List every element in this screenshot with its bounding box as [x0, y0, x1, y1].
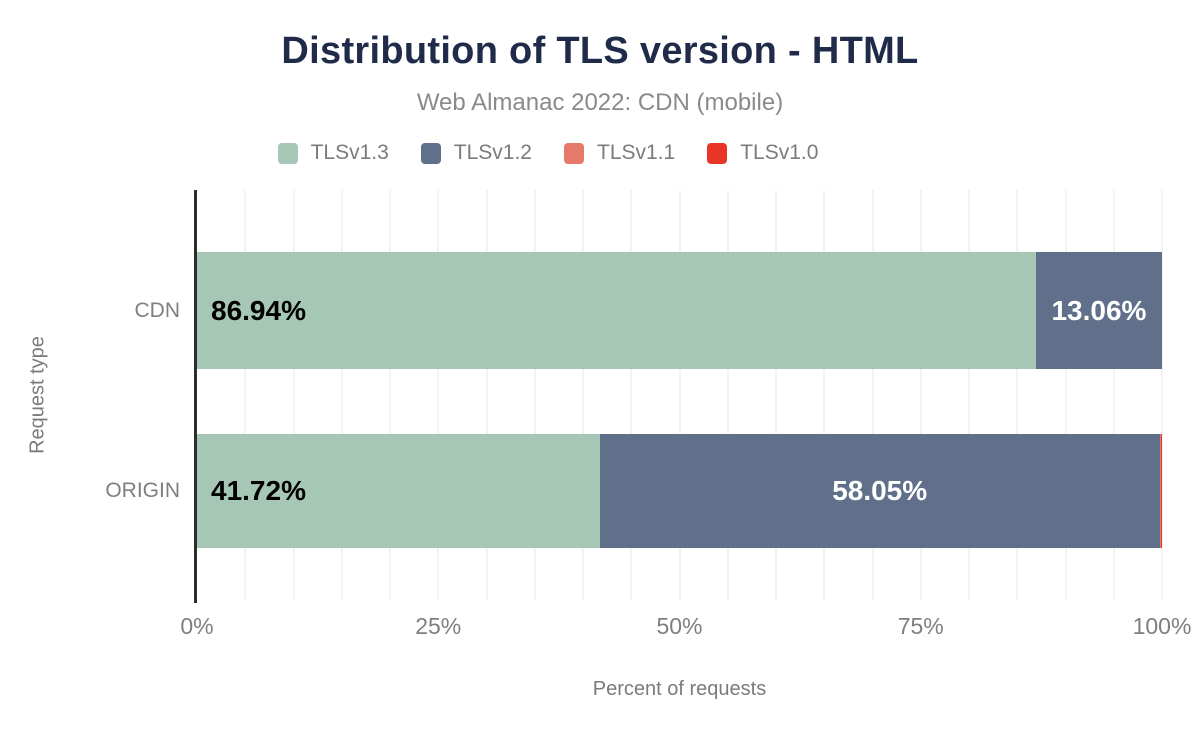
gridline	[1161, 190, 1163, 600]
gridline	[582, 190, 584, 600]
bar-value-label: 41.72%	[211, 475, 306, 506]
gridline	[726, 190, 729, 600]
gridline	[485, 190, 488, 600]
bar-value-label: 13.06%	[1051, 294, 1147, 326]
gridline	[292, 190, 295, 600]
legend-item-tlsv1-2[interactable]: TLSv1.2	[420, 141, 532, 165]
legend-item-tlsv1-0[interactable]: TLSv1.0	[707, 141, 818, 165]
chart-title: Distribution of TLS version - HTML	[281, 30, 919, 72]
gridline	[437, 190, 440, 600]
bar-row-cdn: CDN 86.94% 13.06%	[135, 252, 1162, 369]
legend-swatch-tlsv1-2	[420, 142, 441, 164]
legend-item-tlsv1-1[interactable]: TLSv1.1	[564, 141, 675, 165]
legend-item-tlsv1-3[interactable]: TLSv1.3	[277, 141, 389, 165]
gridline	[630, 190, 633, 600]
gridline	[919, 190, 922, 600]
y-tick-label-cdn: CDN	[134, 298, 181, 322]
bar-segment-tlsv1-1-origin[interactable]	[1159, 434, 1161, 548]
x-tick-label: 0%	[180, 613, 214, 639]
x-tick-label: 100%	[1132, 613, 1192, 639]
bar-row-origin: ORIGIN 41.72% 58.05%	[105, 434, 1162, 548]
bar-segment-tlsv1-3-origin[interactable]: 41.72%	[197, 434, 600, 548]
gridline	[244, 190, 247, 600]
gridline	[389, 190, 391, 600]
gridline	[871, 190, 874, 600]
x-tick-label: 50%	[656, 613, 703, 639]
legend-swatch-tlsv1-3	[277, 142, 298, 164]
x-tick-label: 25%	[415, 613, 462, 639]
gridline	[775, 190, 777, 600]
gridline	[678, 190, 681, 600]
x-axis-title: Percent of requests	[592, 678, 767, 700]
gridline	[1016, 190, 1019, 600]
gridline	[1064, 190, 1067, 600]
gridline	[823, 190, 826, 600]
gridline	[340, 190, 343, 600]
x-axis-ticks: 0% 25% 50% 75% 100%	[180, 613, 1191, 643]
legend: TLSv1.3 TLSv1.2 TLSv1.1 TLSv1.0	[0, 141, 1200, 165]
legend-swatch-tlsv1-0	[707, 142, 728, 164]
bar-segment-tlsv1-2-origin[interactable]: 58.05%	[599, 434, 1160, 548]
bar-segment-tlsv1-2-cdn[interactable]: 13.06%	[1035, 252, 1162, 369]
gridline	[533, 190, 536, 600]
legend-label: TLSv1.0	[740, 141, 819, 164]
chart-subtitle: Web Almanac 2022: CDN (mobile)	[416, 89, 784, 116]
legend-label: TLSv1.1	[597, 141, 676, 164]
bar-value-label: 86.94%	[211, 294, 306, 326]
legend-label: TLSv1.2	[453, 141, 532, 164]
plot-area: CDN 86.94% 13.06% ORIGIN 41.72% 58.05%	[105, 190, 1163, 600]
bar-segment-tlsv1-0-origin[interactable]	[1160, 434, 1162, 548]
x-tick-label: 75%	[897, 613, 944, 639]
y-tick-label-origin: ORIGIN	[105, 479, 180, 502]
gridline	[1112, 190, 1115, 600]
bars-layer: CDN 86.94% 13.06% ORIGIN 41.72% 58.05%	[105, 190, 1162, 600]
bar-segment-tlsv1-3-cdn[interactable]: 86.94%	[197, 252, 1036, 369]
gridline	[968, 190, 970, 600]
bar-value-label: 58.05%	[832, 475, 928, 506]
y-axis-line	[194, 190, 197, 603]
legend-swatch-tlsv1-1	[564, 142, 584, 164]
grid-layer	[197, 190, 1163, 600]
legend-label: TLSv1.3	[310, 141, 389, 164]
y-axis-title: Request type	[26, 336, 49, 454]
